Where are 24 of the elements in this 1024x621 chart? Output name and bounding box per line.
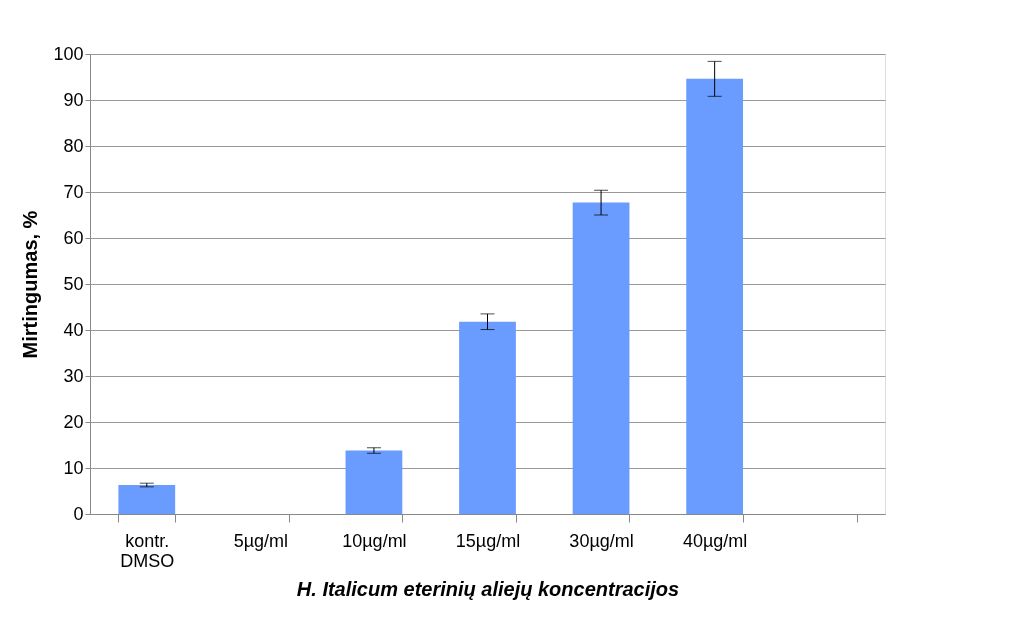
x-tick-label: 15µg/ml — [455, 530, 521, 551]
y-axis-title: Mirtingumas, % — [19, 210, 42, 359]
y-tick-label: 30 — [63, 365, 84, 386]
bar — [686, 78, 744, 514]
y-tick-label: 60 — [63, 227, 84, 248]
y-tick-label: 100 — [53, 43, 84, 64]
x-tick-label: 40µg/ml — [682, 530, 748, 551]
y-tick-label: 0 — [73, 503, 84, 524]
y-tick-label: 20 — [63, 411, 84, 432]
x-tick-label: 30µg/ml — [569, 530, 634, 551]
bar — [572, 202, 630, 514]
y-tick-label: 10 — [63, 457, 84, 478]
x-tick-label: kontr. DMSO — [120, 530, 175, 571]
bar — [118, 485, 176, 514]
x-axis-title: H. Italicum eterinių aliejų koncentracijos — [296, 577, 680, 600]
x-tick-label: 10µg/ml — [342, 530, 407, 551]
y-tick-label: 80 — [63, 135, 84, 156]
y-tick-label: 70 — [63, 181, 84, 202]
bar — [345, 450, 403, 514]
y-tick-label: 90 — [63, 89, 84, 110]
bar — [459, 321, 516, 514]
y-tick-label: 40 — [63, 319, 84, 340]
y-tick-label: 50 — [63, 273, 84, 294]
x-tick-label: 5µg/ml — [233, 530, 289, 551]
